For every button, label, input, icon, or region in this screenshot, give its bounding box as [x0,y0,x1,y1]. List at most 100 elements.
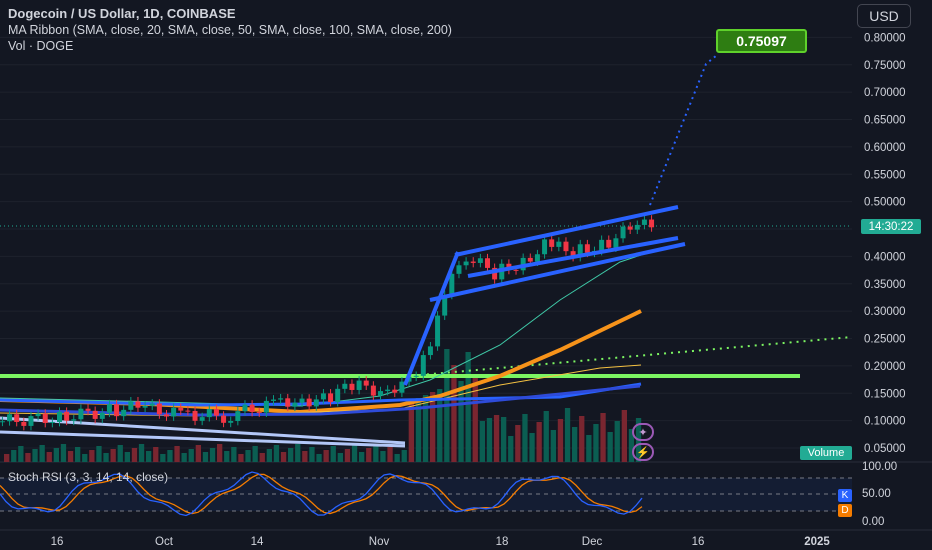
volume-indicator-label[interactable]: Vol · DOGE [8,39,74,53]
volume-bar [231,447,237,462]
stoch-d-tag: D [838,504,852,517]
candle-body [385,389,391,392]
candle-body [449,273,455,295]
volume-bar [472,374,478,462]
candle-body [299,398,305,403]
volume-bar [437,389,443,462]
candle-body [542,239,548,255]
candle-body [356,380,362,390]
candle-body [627,226,633,230]
volume-bar [493,415,500,462]
volume-bar [330,446,336,462]
volume-bar [96,446,102,462]
candle-body [306,398,312,407]
volume-bar [4,454,10,462]
candle-body [599,239,605,251]
candle-body [463,261,469,266]
stoch-rsi-label[interactable]: Stoch RSI (3, 3, 14, 14, close) [8,470,169,484]
currency-button[interactable]: USD [857,4,911,28]
volume-bar [39,445,45,462]
volume-bar [224,451,230,462]
candle-body [106,404,112,413]
volume-bar [451,365,457,462]
candle-body [442,294,448,316]
symbol-title[interactable]: Dogecoin / US Dollar, 1D, COINBASE [8,6,236,21]
candle-body [370,385,376,396]
candle-body [378,391,383,396]
price-tick-label: 0.30000 [864,306,906,318]
candle-body [7,414,13,422]
volume-bar [295,444,301,462]
candle-body [492,267,498,280]
price-tick-label: 0.50000 [864,197,906,209]
candle-body [549,239,555,247]
light-blue-trendline [0,430,406,448]
rsi-tick-label: 0.00 [862,516,884,528]
price-tick-label: 0.25000 [864,334,906,346]
price-tick-label: 0.80000 [864,32,906,44]
candle-body [570,251,576,258]
candle-body [14,414,20,422]
volume-bar [160,454,166,462]
candle-body [649,219,655,228]
candle-body [142,405,148,408]
volume-bar [174,446,180,462]
ma-ribbon-label[interactable]: MA Ribbon (SMA, close, 20, SMA, close, 5… [8,23,452,37]
volume-bar [25,453,31,462]
candle-body [256,411,262,413]
price-tick-label: 0.20000 [864,361,906,373]
candle-body [620,226,626,239]
countdown-price-tag: 14:30:22 [861,219,921,234]
volume-bar [344,449,351,462]
target-projection-line [649,54,718,206]
time-tick-label: Nov [369,536,390,548]
volume-bar [288,448,294,462]
lightning-icon[interactable]: ⚡ [632,443,654,461]
candle-body [0,421,5,423]
volume-bar [53,448,59,462]
stoch-k-tag: K [838,489,852,502]
volume-bar [167,450,173,462]
volume-bar [536,422,542,462]
volume-bar [138,444,145,462]
price-axis[interactable]: 0.80000 0.75000 0.70000 0.65000 0.60000 0.550… [862,32,906,528]
time-tick-label: 2025 [804,536,830,548]
volume-bar [188,449,194,462]
volume-bar [75,447,81,462]
price-tick-label: 0.40000 [864,251,906,263]
time-tick-label: 14 [251,536,264,548]
sparkle-icon[interactable]: ✦ [632,423,654,441]
channel-mid-line [467,236,679,278]
yellow-ma-line [0,364,642,417]
volume-bar [18,446,24,462]
volume-bar [67,451,74,462]
volume-bar [238,454,244,462]
light-blue-trendline [0,416,406,445]
volume-bar [181,453,187,462]
blue-ma-line-lower [0,384,641,417]
candle-body [213,409,219,416]
volume-bar [89,450,95,462]
candle-body [527,257,533,262]
candle-body [456,265,462,274]
time-axis[interactable]: 16 Oct 14 Nov 18 Dec 16 2025 [51,536,831,548]
volume-bar [479,421,485,462]
candle-body [420,355,426,376]
target-price-label: 0.75097 [716,29,807,53]
stoch-rsi-pane [0,471,852,517]
price-tick-label: 0.15000 [864,388,906,400]
candle-body [278,398,284,400]
candle-body [57,411,62,422]
volume-bar [628,429,635,462]
volume-bar [401,450,407,462]
candle-body [78,408,84,420]
candlestick-series [0,215,655,431]
time-tick-label: Dec [582,536,603,548]
volume-bar [422,395,429,462]
volume-bar [209,448,216,462]
candle-body [271,399,276,401]
candle-body [349,383,355,390]
channel-upper-line [454,205,679,257]
candle-body [427,346,433,356]
time-tick-label: Oct [155,536,174,548]
